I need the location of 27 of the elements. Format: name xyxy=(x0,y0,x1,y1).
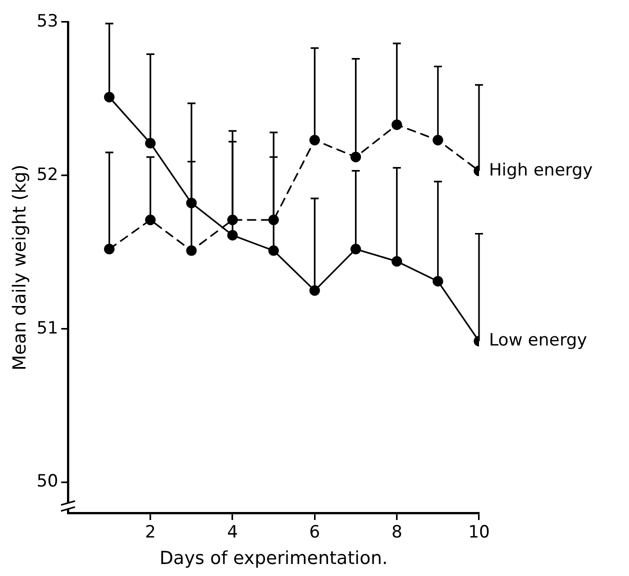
point xyxy=(104,92,115,102)
point xyxy=(350,244,362,254)
x-tick-label: 8 xyxy=(391,522,402,543)
y-tick-label: 51 xyxy=(36,318,58,338)
x-tick-label: 6 xyxy=(309,522,320,543)
point xyxy=(186,245,197,256)
y-axis-title: Mean daily weight (kg) xyxy=(9,164,30,370)
x-axis-title: Days of experimentation. xyxy=(159,548,388,569)
x-tick-label: 10 xyxy=(468,522,490,543)
point xyxy=(268,245,279,256)
series-label: High energy xyxy=(489,160,593,180)
y-tick-label: 53 xyxy=(36,11,58,32)
point xyxy=(309,285,320,296)
point xyxy=(392,120,402,130)
y-tick-label: 52 xyxy=(36,164,58,185)
point xyxy=(104,244,115,254)
point xyxy=(309,134,320,146)
series-label: Low energy xyxy=(489,330,588,351)
point xyxy=(350,152,362,162)
x-tick-label: 2 xyxy=(144,522,156,543)
y-tick-label: 50 xyxy=(36,472,58,492)
point xyxy=(432,134,444,146)
point xyxy=(145,214,156,226)
point xyxy=(432,276,444,287)
point xyxy=(392,256,402,267)
point xyxy=(145,138,156,149)
x-tick-label: 4 xyxy=(227,522,238,543)
